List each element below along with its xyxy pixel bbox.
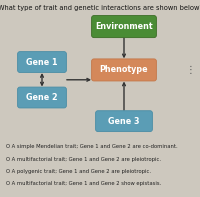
Text: What type of trait and genetic interactions are shown below?: What type of trait and genetic interacti… [0,5,200,11]
Text: O A multifactorial trait; Gene 1 and Gene 2 are pleiotropic.: O A multifactorial trait; Gene 1 and Gen… [6,157,161,162]
Text: O A polygenic trait; Gene 1 and Gene 2 are pleiotropic.: O A polygenic trait; Gene 1 and Gene 2 a… [6,169,151,174]
Text: Phenotype: Phenotype [100,65,148,74]
Text: O A simple Mendelian trait; Gene 1 and Gene 2 are co-dominant.: O A simple Mendelian trait; Gene 1 and G… [6,144,178,149]
FancyBboxPatch shape [18,52,66,72]
Text: Gene 3: Gene 3 [108,117,140,126]
Text: O A multifactorial trait; Gene 1 and Gene 2 show epistasis.: O A multifactorial trait; Gene 1 and Gen… [6,181,161,187]
Text: Gene 1: Gene 1 [26,58,58,67]
FancyBboxPatch shape [92,59,156,81]
Text: Environment: Environment [95,22,153,31]
FancyBboxPatch shape [18,87,66,108]
Text: Gene 2: Gene 2 [26,93,58,102]
Text: ⋮: ⋮ [185,65,195,75]
FancyBboxPatch shape [96,111,152,132]
FancyBboxPatch shape [92,16,156,38]
